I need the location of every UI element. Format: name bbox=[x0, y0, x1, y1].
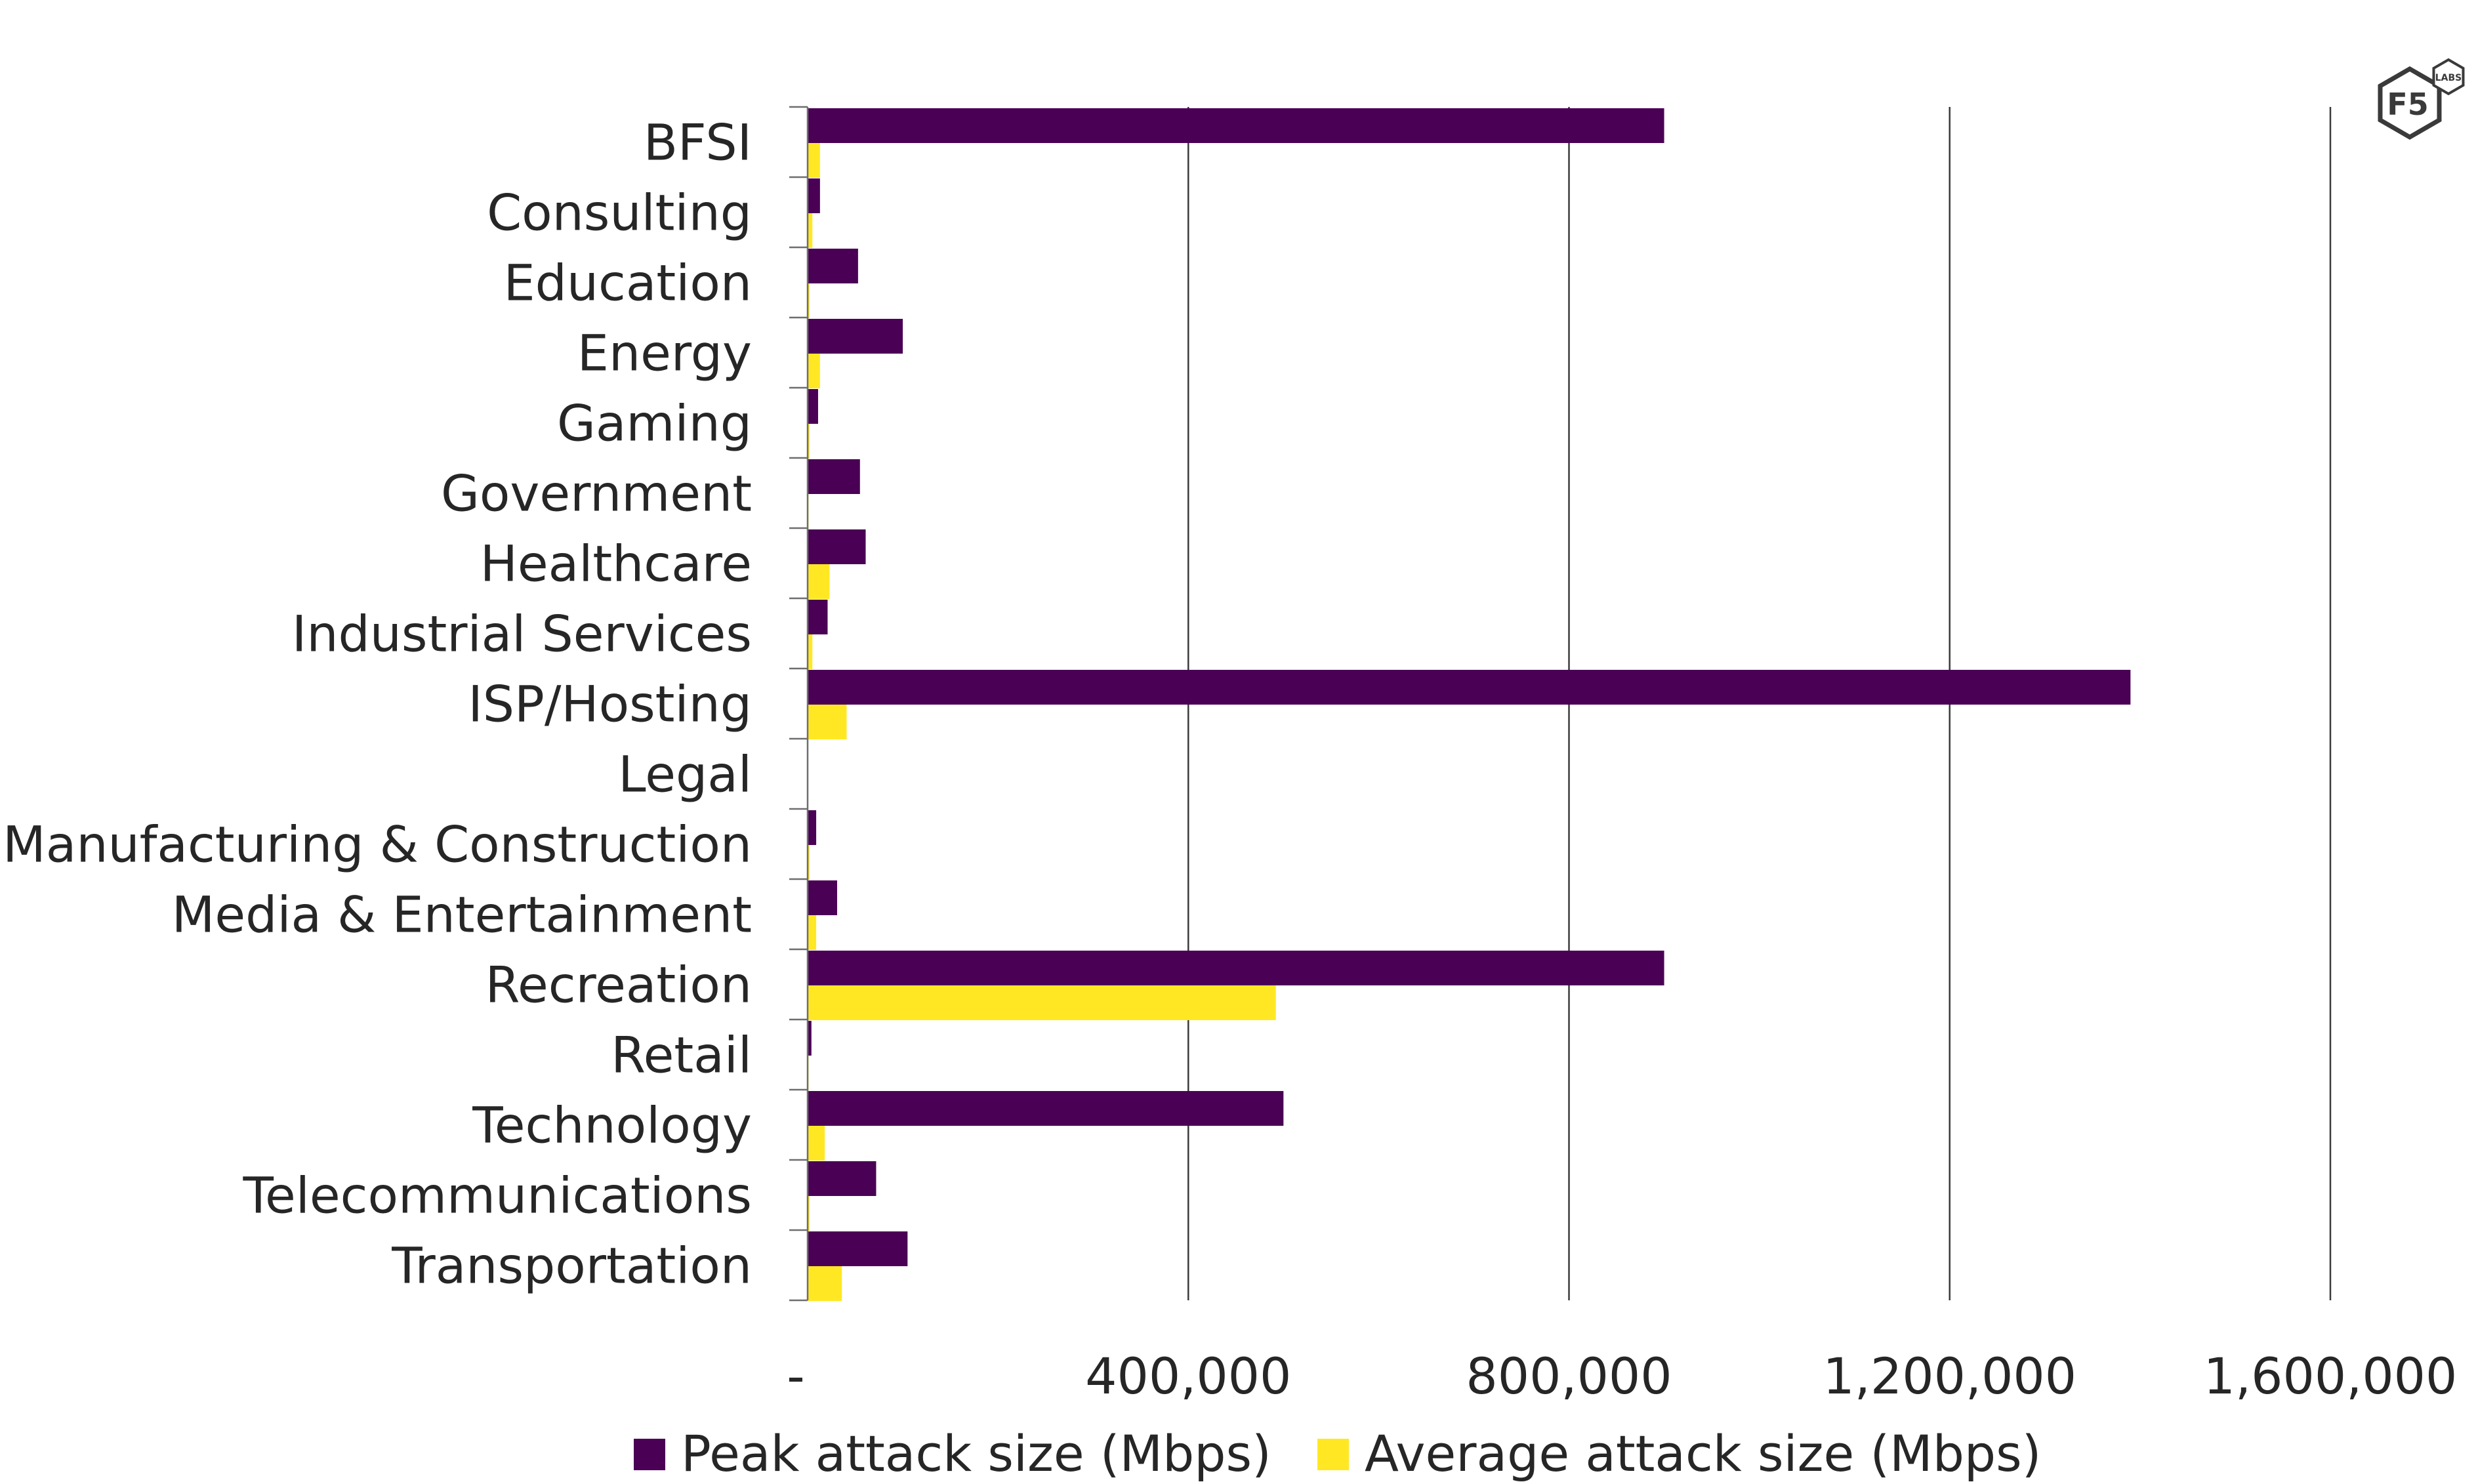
category-label-5: Government bbox=[441, 464, 752, 523]
bar-average-12 bbox=[808, 985, 1276, 1020]
bar-peak-13 bbox=[808, 1021, 812, 1056]
category-label-4: Gaming bbox=[557, 394, 752, 453]
tick-label-1: 400,000 bbox=[1085, 1347, 1291, 1405]
bar-peak-15 bbox=[808, 1161, 877, 1196]
legend: Peak attack size (Mbps) Average attack si… bbox=[634, 1424, 2041, 1483]
category-label-14: Technology bbox=[472, 1096, 752, 1155]
category-axis bbox=[789, 106, 809, 1302]
bar-peak-14 bbox=[808, 1091, 1284, 1126]
legend-swatch-0 bbox=[634, 1439, 665, 1470]
category-label-15: Telecommunications bbox=[243, 1166, 752, 1225]
bar-average-8 bbox=[808, 705, 847, 739]
bar-peak-2 bbox=[808, 249, 858, 283]
category-labels: BFSI Consulting Education Energy Gaming Gover… bbox=[3, 113, 752, 1295]
logo-small-hexagon bbox=[2432, 58, 2465, 96]
category-label-2: Education bbox=[504, 254, 752, 312]
bar-peak-7 bbox=[808, 600, 828, 634]
bar-average-15 bbox=[808, 1196, 810, 1231]
legend-label-1: Average attack size (Mbps) bbox=[1365, 1424, 2041, 1483]
bar-average-16 bbox=[808, 1266, 842, 1301]
bar-average-6 bbox=[808, 564, 830, 599]
bar-average-11 bbox=[808, 915, 817, 950]
bar-peak-16 bbox=[808, 1231, 908, 1266]
bar-peak-11 bbox=[808, 880, 837, 915]
bar-average-4 bbox=[808, 424, 810, 459]
bar-average-1 bbox=[808, 213, 813, 248]
category-label-13: Retail bbox=[611, 1026, 752, 1084]
category-label-11: Media & Entertainment bbox=[172, 886, 752, 944]
bar-peak-4 bbox=[808, 389, 818, 424]
f5-labs-logo: F5 LABS bbox=[2378, 58, 2465, 140]
bar-average-0 bbox=[808, 143, 820, 178]
category-label-3: Energy bbox=[577, 324, 752, 382]
category-label-8: ISP/Hosting bbox=[468, 675, 752, 733]
bar-average-2 bbox=[808, 283, 810, 318]
bar-peak-3 bbox=[808, 319, 903, 354]
bar-average-14 bbox=[808, 1126, 825, 1161]
bar-peak-6 bbox=[808, 529, 866, 564]
category-label-1: Consulting bbox=[487, 184, 752, 242]
bar-average-3 bbox=[808, 354, 820, 388]
logo-brand-text: F5 bbox=[2387, 87, 2428, 122]
category-label-10: Manufacturing & Construction bbox=[3, 815, 752, 874]
tick-label-4: 1,600,000 bbox=[2204, 1347, 2458, 1405]
logo-sub-text: LABS bbox=[2435, 73, 2462, 83]
category-label-6: Healthcare bbox=[480, 535, 752, 593]
legend-swatch-1 bbox=[1317, 1439, 1349, 1470]
bar-peak-5 bbox=[808, 459, 860, 494]
bar-average-10 bbox=[808, 845, 810, 880]
bar-peak-10 bbox=[808, 810, 817, 845]
tick-label-3: 1,200,000 bbox=[1823, 1347, 2076, 1405]
legend-label-0: Peak attack size (Mbps) bbox=[681, 1424, 1271, 1483]
tick-label-0: - bbox=[787, 1347, 804, 1405]
category-label-0: BFSI bbox=[644, 113, 752, 172]
category-label-12: Recreation bbox=[485, 956, 752, 1014]
bar-peak-12 bbox=[808, 951, 1664, 985]
category-label-9: Legal bbox=[618, 745, 752, 804]
bar-peak-1 bbox=[808, 178, 820, 213]
bar-peak-8 bbox=[808, 670, 2131, 705]
bar-peak-0 bbox=[808, 108, 1664, 143]
category-label-16: Transportation bbox=[391, 1237, 752, 1295]
bars bbox=[808, 108, 2131, 1301]
tick-label-2: 800,000 bbox=[1466, 1347, 1672, 1405]
bar-average-7 bbox=[808, 634, 813, 669]
category-label-7: Industrial Services bbox=[292, 605, 752, 663]
value-axis-tick-labels: - 400,000 800,000 1,200,000 1,600,000 bbox=[787, 1347, 2457, 1405]
